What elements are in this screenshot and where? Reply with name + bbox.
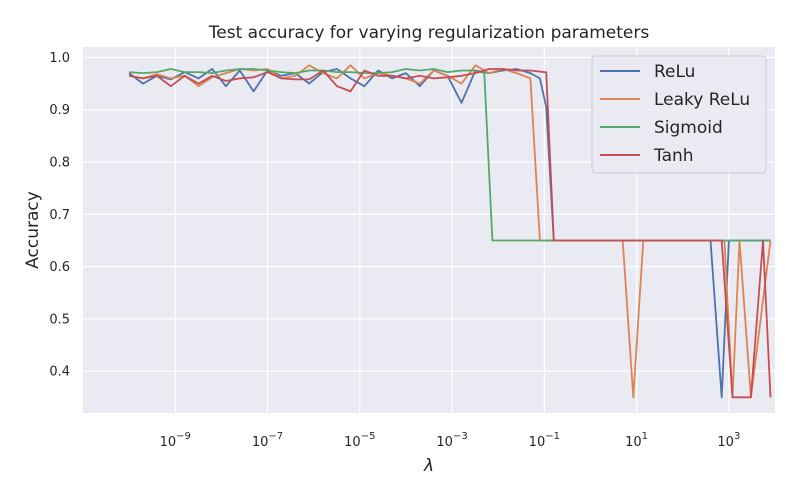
series-line-tanh [128, 68, 772, 399]
legend: ReLu Leaky ReLu Sigmoid Tanh [591, 55, 767, 174]
x-tick-label: 10−3 [436, 431, 467, 450]
chart-title: Test accuracy for varying regularization… [208, 23, 650, 43]
series-line-sigmoid [129, 68, 771, 242]
x-tick-label: 10−5 [344, 431, 375, 450]
y-tick-label: 0.6 [49, 260, 70, 275]
legend-label: Leaky ReLu [654, 90, 750, 110]
legend-box [591, 55, 767, 174]
x-tick-labels: 10−9 10−7 10−5 10−3 10−1 101 103 [160, 431, 741, 450]
x-axis-title: λ [423, 456, 434, 476]
y-tick-labels: 0.4 0.5 0.6 0.7 0.8 0.9 1.0 [49, 51, 70, 380]
legend-label: Tanh [653, 146, 694, 166]
x-tick-label: 10−1 [529, 431, 560, 450]
x-tick-label: 103 [717, 431, 740, 450]
y-axis-title: Accuracy [23, 191, 43, 269]
series-line-leaky-relu [128, 64, 772, 399]
x-tick-label: 10−7 [252, 431, 283, 450]
y-tick-label: 0.4 [49, 365, 70, 380]
x-tick-label: 10−9 [160, 431, 191, 450]
legend-label: Sigmoid [654, 118, 723, 138]
x-tick-label: 101 [625, 431, 648, 450]
series-lines [128, 64, 772, 399]
y-tick-label: 0.5 [49, 312, 70, 327]
y-tick-label: 1.0 [49, 51, 70, 66]
y-tick-label: 0.8 [49, 156, 70, 171]
legend-label: ReLu [654, 62, 695, 82]
y-tick-label: 0.9 [49, 103, 70, 118]
grid-lines [83, 47, 775, 413]
y-tick-label: 0.7 [49, 208, 70, 223]
